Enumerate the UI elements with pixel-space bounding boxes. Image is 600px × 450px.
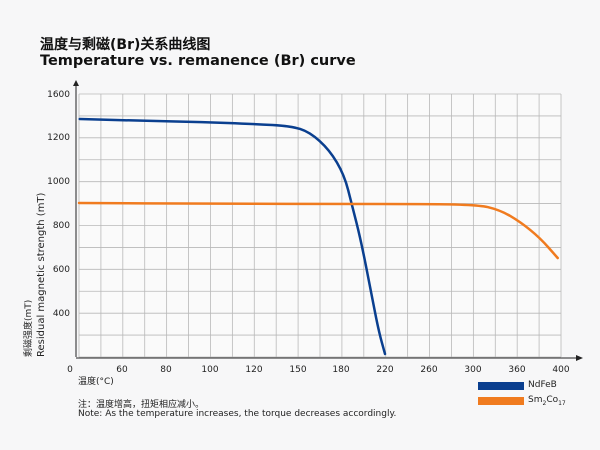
x-tick-label: 80	[160, 365, 172, 375]
x-tick-label: 260	[420, 365, 437, 375]
x-tick-label: 400	[552, 365, 569, 375]
x-tick-label: 300	[464, 365, 481, 375]
chart-title-cn: 温度与剩磁(Br)关系曲线图	[40, 37, 211, 53]
x-tick-label: 360	[508, 365, 525, 375]
chart-title-en: Temperature vs. remanence (Br) curve	[40, 53, 356, 69]
legend-smco-main: Sm	[528, 395, 543, 405]
x-tick-label: 120	[245, 365, 262, 375]
series-line-ndfeb	[78, 117, 387, 356]
legend-smco-sub2: 17	[558, 399, 566, 407]
x-axis-arrow	[576, 355, 583, 361]
legend-smco-mid: Co	[546, 395, 559, 405]
x-tick-label: 150	[289, 365, 306, 375]
x-tick-label: 100	[201, 365, 218, 375]
x-tick-label: 60	[116, 365, 128, 375]
y-axis-label-cn: 剩磁强度(mT)	[22, 300, 34, 357]
y-tick-label: 600	[53, 265, 70, 275]
y-tick-label: 800	[53, 221, 70, 231]
note-cn: 注：温度增高，扭矩相应减小。	[78, 400, 205, 410]
x-tick-label: 0	[67, 365, 73, 375]
legend-label-smco: Sm2Co17	[528, 395, 566, 407]
x-axis-label: 温度(°C)	[78, 375, 114, 387]
y-tick-label: 1600	[47, 90, 70, 100]
legend-label-ndfeb: NdFeB	[528, 380, 557, 390]
legend-swatch-smco	[478, 397, 524, 405]
y-axis-label-en: Residual magnetic strength (mT)	[36, 192, 47, 357]
x-tick-label: 220	[376, 365, 393, 375]
legend-smco-sub1: 2	[542, 399, 547, 407]
y-tick-label: 1000	[47, 177, 70, 187]
series-line-smco	[77, 201, 559, 260]
y-tick-label: 400	[53, 309, 70, 319]
legend-swatch-ndfeb	[478, 382, 524, 390]
note-en: Note: As the temperature increases, the …	[78, 409, 397, 419]
y-tick-label: 1200	[47, 133, 70, 143]
x-tick-label: 180	[332, 365, 349, 375]
y-axis-arrow	[73, 80, 79, 86]
